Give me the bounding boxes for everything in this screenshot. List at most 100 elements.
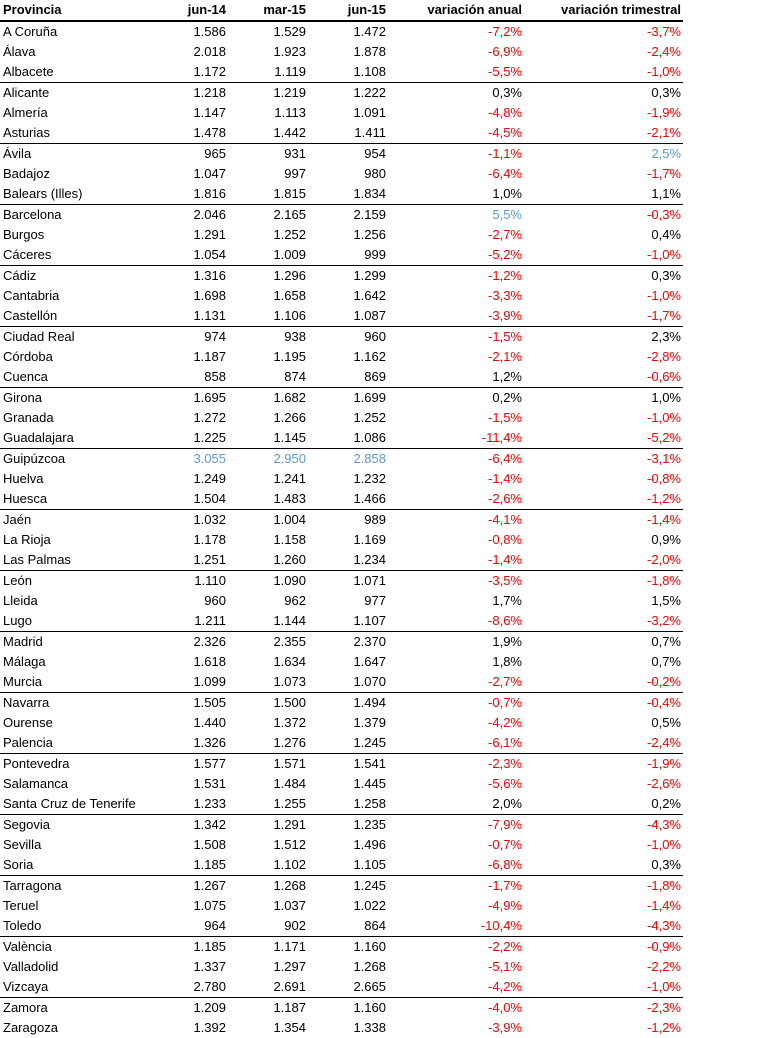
table-row: Segovia 1.342 1.291 1.235 -7,9% -4,3%: [0, 815, 683, 836]
cell-jun-14: 1.291: [193, 227, 226, 242]
cell-jun-14: 2.326: [193, 634, 226, 649]
cell-variacion-anual: -2,7%: [488, 227, 522, 242]
cell-jun-14: 1.272: [193, 410, 226, 425]
cell-provincia: Salamanca: [3, 776, 69, 791]
cell-variacion-anual: -4,0%: [488, 1000, 522, 1015]
cell-mar-15: 1.634: [273, 654, 306, 669]
table-row: Las Palmas 1.251 1.260 1.234 -1,4% -2,0%: [0, 550, 683, 571]
cell-mar-15: 962: [284, 593, 306, 608]
cell-jun-15: 1.258: [308, 794, 388, 815]
table-row: Tarragona 1.267 1.268 1.245 -1,7% -1,8%: [0, 876, 683, 897]
cell-variacion-anual: -8,6%: [388, 611, 524, 632]
cell-mar-15: 1.090: [273, 573, 306, 588]
cell-provincia: Segovia: [3, 817, 50, 832]
cell-jun-15: 1.222: [353, 85, 386, 100]
cell-variacion-anual: 0,3%: [492, 85, 522, 100]
cell-variacion-anual: -1,2%: [488, 268, 522, 283]
cell-provincia: Cádiz: [3, 268, 37, 283]
cell-jun-15: 1.160: [353, 1000, 386, 1015]
cell-variacion-trimestral: -2,4%: [524, 733, 683, 754]
cell-variacion-anual: -1,4%: [488, 471, 522, 486]
table-row: Lugo 1.211 1.144 1.107 -8,6% -3,2%: [0, 611, 683, 632]
cell-provincia: Valladolid: [3, 959, 59, 974]
cell-variacion-trimestral: -1,2%: [524, 489, 683, 510]
table-row: Cantabria 1.698 1.658 1.642 -3,3% -1,0%: [0, 286, 683, 306]
cell-mar-15: 2.950: [273, 451, 306, 466]
table-row: Guadalajara 1.225 1.145 1.086 -11,4% -5,2%: [0, 428, 683, 449]
cell-variacion-trimestral: -0,9%: [647, 939, 681, 954]
cell-jun-14: 1.209: [193, 1000, 226, 1015]
cell-provincia: Toledo: [0, 916, 150, 937]
cell-jun-14: 1.233: [150, 794, 228, 815]
table-row: Almería 1.147 1.113 1.091 -4,8% -1,9%: [0, 103, 683, 123]
cell-provincia: Murcia: [0, 672, 150, 693]
cell-provincia: Alicante: [3, 85, 50, 100]
table-row: Málaga 1.618 1.634 1.647 1,8% 0,7%: [0, 652, 683, 672]
cell-variacion-anual: -2,2%: [488, 939, 522, 954]
table-row: Navarra 1.505 1.500 1.494 -0,7% -0,4%: [0, 693, 683, 714]
cell-variacion-trimestral: -1,4%: [647, 512, 681, 527]
cell-mar-15: 1.158: [273, 532, 306, 547]
cell-variacion-trimestral: -2,6%: [647, 776, 681, 791]
cell-jun-14: 960: [204, 593, 226, 608]
cell-provincia: Vizcaya: [0, 977, 150, 998]
cell-provincia: Soria: [0, 855, 150, 876]
table-row: Cuenca 858 874 869 1,2% -0,6%: [0, 367, 683, 388]
cell-variacion-anual: -3,9%: [488, 1020, 522, 1035]
cell-variacion-anual: -2,1%: [488, 349, 522, 364]
cell-mar-15: 1.219: [273, 85, 306, 100]
cell-provincia: León: [3, 573, 32, 588]
cell-variacion-trimestral: 0,3%: [524, 855, 683, 876]
cell-variacion-anual: -3,5%: [488, 573, 522, 588]
cell-provincia: Guipúzcoa: [3, 451, 66, 466]
header-provincia: Provincia: [0, 0, 150, 22]
cell-variacion-anual: -3,3%: [488, 288, 522, 303]
cell-variacion-anual: -1,4%: [388, 550, 524, 571]
cell-mar-15: 1.529: [273, 24, 306, 39]
cell-variacion-anual: -6,4%: [488, 166, 522, 181]
cell-variacion-trimestral: -1,9%: [647, 756, 681, 771]
table-row: Palencia 1.326 1.276 1.245 -6,1% -2,4%: [0, 733, 683, 754]
cell-jun-15: 1.108: [308, 62, 388, 83]
cell-jun-15: 1.105: [308, 855, 388, 876]
cell-jun-15: 1.338: [353, 1020, 386, 1035]
cell-variacion-trimestral: 0,5%: [651, 715, 681, 730]
header-variacion-anual: variación anual: [388, 0, 524, 22]
province-table: Provincia jun-14 mar-15 jun-15 variación…: [0, 0, 683, 1035]
cell-variacion-anual: -1,7%: [488, 878, 522, 893]
cell-variacion-trimestral: 1,1%: [524, 184, 683, 205]
cell-variacion-trimestral: 2,5%: [651, 146, 681, 161]
cell-jun-14: 1.110: [194, 573, 226, 588]
cell-jun-14: 1.505: [193, 695, 226, 710]
table-row: Teruel 1.075 1.037 1.022 -4,9% -1,4%: [0, 896, 683, 916]
table-row: Toledo 964 902 864 -10,4% -4,3%: [0, 916, 683, 937]
cell-jun-15: 1.299: [353, 268, 386, 283]
cell-jun-15: 1.878: [353, 44, 386, 59]
cell-jun-15: 989: [364, 512, 386, 527]
cell-variacion-anual: -6,4%: [488, 451, 522, 466]
cell-jun-15: 1.234: [308, 550, 388, 571]
table-row: Granada 1.272 1.266 1.252 -1,5% -1,0%: [0, 408, 683, 428]
cell-jun-15: 1.160: [353, 939, 386, 954]
cell-provincia: Málaga: [3, 654, 46, 669]
cell-variacion-anual: -4,8%: [488, 105, 522, 120]
cell-variacion-trimestral: 0,7%: [651, 654, 681, 669]
cell-jun-15: 977: [364, 593, 386, 608]
cell-provincia: Badajoz: [3, 166, 50, 181]
cell-provincia: Tarragona: [3, 878, 62, 893]
cell-mar-15: 1.291: [273, 817, 306, 832]
cell-mar-15: 1.004: [273, 512, 306, 527]
cell-variacion-anual: -11,4%: [388, 428, 524, 449]
cell-provincia: Lugo: [0, 611, 150, 632]
cell-variacion-trimestral: 0,3%: [651, 85, 681, 100]
table-row: Huelva 1.249 1.241 1.232 -1,4% -0,8%: [0, 469, 683, 489]
cell-variacion-trimestral: -2,3%: [647, 1000, 681, 1015]
table-row: Barcelona 2.046 2.165 2.159 5,5% -0,3%: [0, 205, 683, 226]
table-row: Salamanca 1.531 1.484 1.445 -5,6% -2,6%: [0, 774, 683, 794]
cell-provincia: Zamora: [3, 1000, 48, 1015]
cell-variacion-trimestral: -1,7%: [524, 306, 683, 327]
table-row: Vizcaya 2.780 2.691 2.665 -4,2% -1,0%: [0, 977, 683, 998]
cell-jun-15: 1.496: [353, 837, 386, 852]
cell-jun-14: 1.337: [193, 959, 226, 974]
cell-variacion-trimestral: -4,3%: [524, 916, 683, 937]
